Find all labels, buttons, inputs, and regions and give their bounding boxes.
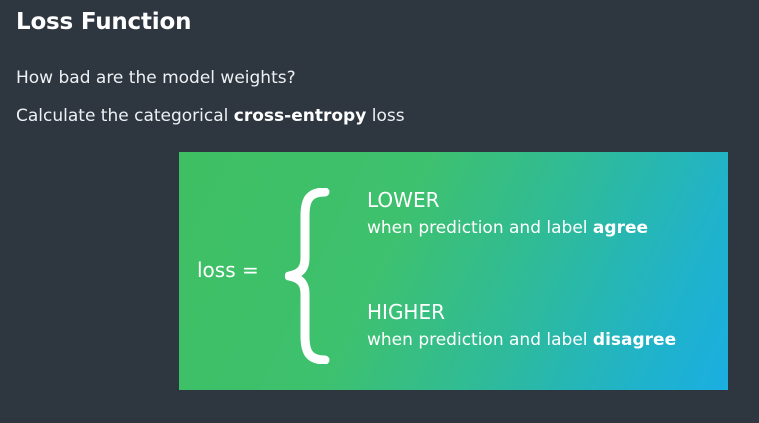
left-curly-brace-icon xyxy=(285,188,330,364)
loss-equals-label: loss = xyxy=(197,258,259,282)
slide-title: Loss Function xyxy=(16,9,192,35)
question-text: How bad are the model weights? xyxy=(16,68,296,88)
calculate-prefix: Calculate the categorical xyxy=(16,106,234,126)
higher-desc-prefix: when prediction and label xyxy=(367,330,593,350)
higher-desc-keyword: disagree xyxy=(592,330,677,350)
higher-case-description: when prediction and label disagree xyxy=(367,328,676,352)
lower-case-description: when prediction and label agree xyxy=(367,216,648,240)
lower-case-title: LOWER xyxy=(367,188,440,212)
lower-desc-prefix: when prediction and label xyxy=(367,218,593,238)
calculate-suffix: loss xyxy=(366,106,405,126)
calculate-text: Calculate the categorical cross-entropy … xyxy=(16,104,405,128)
lower-desc-keyword: agree xyxy=(592,218,649,238)
loss-definition-panel: loss = LOWER when prediction and label a… xyxy=(179,152,728,390)
higher-case-title: HIGHER xyxy=(367,300,446,324)
cross-entropy-term: cross-entropy xyxy=(233,106,367,126)
